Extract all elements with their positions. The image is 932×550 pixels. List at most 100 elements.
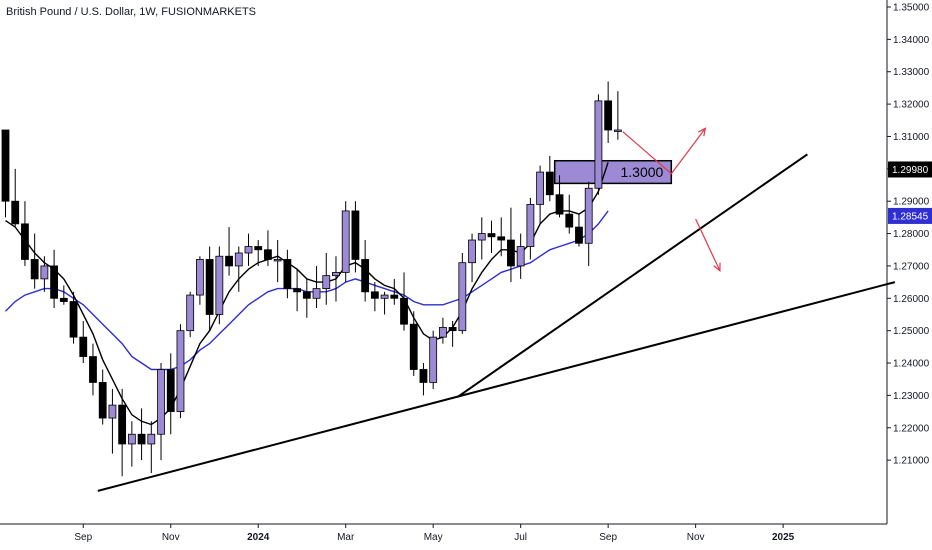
bullish-candle	[536, 165, 544, 224]
bearish-candle	[293, 269, 302, 312]
zone-label: 1.3000	[620, 164, 663, 180]
price-tag-text: 1.28545	[892, 211, 929, 222]
bullish-candle	[312, 265, 321, 309]
y-tick-label: 1.26000	[893, 294, 930, 305]
candle-body	[555, 194, 564, 215]
arrow-line	[695, 218, 721, 272]
candle-body	[487, 233, 496, 238]
bearish-candle	[89, 343, 97, 396]
y-tick-label: 1.22000	[893, 423, 930, 434]
candle-body	[118, 404, 127, 445]
bearish-candle	[409, 311, 418, 376]
candle-body	[312, 288, 321, 299]
candle-body	[322, 275, 331, 289]
candle-body	[283, 259, 292, 289]
bullish-candle	[594, 94, 603, 195]
bearish-candle	[225, 227, 233, 276]
candle-body	[176, 330, 185, 412]
projection-arrow-1	[622, 127, 707, 175]
bearish-candle	[448, 320, 457, 347]
candle-body	[205, 259, 214, 315]
candle-body	[147, 433, 156, 445]
bullish-candle	[613, 91, 622, 140]
x-tick-label: May	[424, 532, 443, 543]
candle-body	[448, 327, 457, 332]
trendline-2	[456, 153, 808, 398]
bullish-candle	[341, 201, 350, 283]
x-tick-label: Nov	[687, 532, 705, 543]
candle-body	[507, 239, 515, 267]
chart-title: British Pound / U.S. Dollar, 1W, FUSIONM…	[6, 6, 257, 18]
candle-body	[234, 252, 243, 267]
bearish-candle	[575, 214, 583, 247]
bearish-candle	[69, 291, 78, 344]
candle-body	[186, 294, 195, 332]
x-tick-label: Jul	[514, 532, 527, 543]
candle-body	[429, 336, 438, 383]
bullish-candle	[215, 246, 224, 325]
bearish-candle	[59, 285, 68, 305]
y-tick-label: 1.24000	[893, 359, 930, 370]
price-tag-bg	[888, 161, 932, 178]
candle-body	[108, 404, 117, 419]
candle-body	[69, 301, 78, 338]
x-tick-label: Sep	[599, 532, 617, 543]
bullish-candle	[195, 256, 204, 305]
bearish-candle	[302, 278, 311, 318]
candle-body	[351, 210, 360, 260]
candle-body	[302, 291, 311, 299]
candle-body	[458, 262, 467, 332]
candle-body	[59, 297, 68, 302]
candle-body	[409, 323, 418, 370]
bearish-candle	[11, 168, 20, 228]
candle-body	[575, 226, 583, 244]
bearish-candle	[351, 201, 360, 273]
candle-body	[370, 291, 379, 299]
candle-body	[137, 433, 146, 445]
candle-body	[11, 200, 20, 225]
candle-body	[380, 294, 389, 299]
bearish-candle	[370, 282, 379, 312]
bearish-candle	[487, 220, 496, 253]
bearish-candle	[118, 388, 127, 477]
bearish-candle	[604, 81, 613, 143]
y-tick-label: 1.29000	[893, 197, 930, 208]
bearish-candle	[497, 217, 506, 257]
bullish-candle	[584, 181, 593, 266]
bullish-candle	[127, 421, 136, 467]
candle-body	[254, 246, 263, 251]
bearish-candle	[507, 207, 515, 283]
bullish-candle	[273, 240, 282, 283]
bearish-candle	[400, 272, 408, 331]
price-tag-bg	[888, 207, 932, 224]
bullish-candle	[157, 363, 165, 461]
candle-body	[332, 272, 340, 277]
bearish-candle	[419, 363, 428, 396]
bearish-candle	[565, 194, 574, 234]
candle-body	[30, 259, 39, 280]
candle-body	[89, 356, 97, 383]
candle-body	[361, 259, 370, 293]
candle-body	[50, 265, 58, 299]
y-tick-label: 1.28000	[893, 229, 930, 240]
candle-body	[536, 171, 544, 205]
trendline-1	[97, 281, 896, 492]
bullish-candle	[438, 317, 447, 344]
candle-body	[293, 288, 302, 293]
x-tick-label: Sep	[74, 532, 92, 543]
bearish-candle	[30, 233, 39, 289]
bullish-candle	[40, 256, 49, 292]
candle-body	[526, 204, 535, 247]
price-tag-text: 1.29980	[892, 165, 929, 176]
y-tick-label: 1.33000	[893, 67, 930, 78]
bullish-candle	[458, 252, 467, 334]
bullish-candle	[244, 233, 253, 266]
x-tick-label: 2025	[772, 532, 795, 543]
current-price-tag: 1.29980	[888, 161, 932, 178]
bullish-candle	[234, 246, 243, 292]
y-tick-label: 1.32000	[893, 100, 930, 111]
candle-body	[497, 236, 506, 241]
bearish-candle	[283, 249, 292, 299]
candle-body	[264, 249, 272, 260]
